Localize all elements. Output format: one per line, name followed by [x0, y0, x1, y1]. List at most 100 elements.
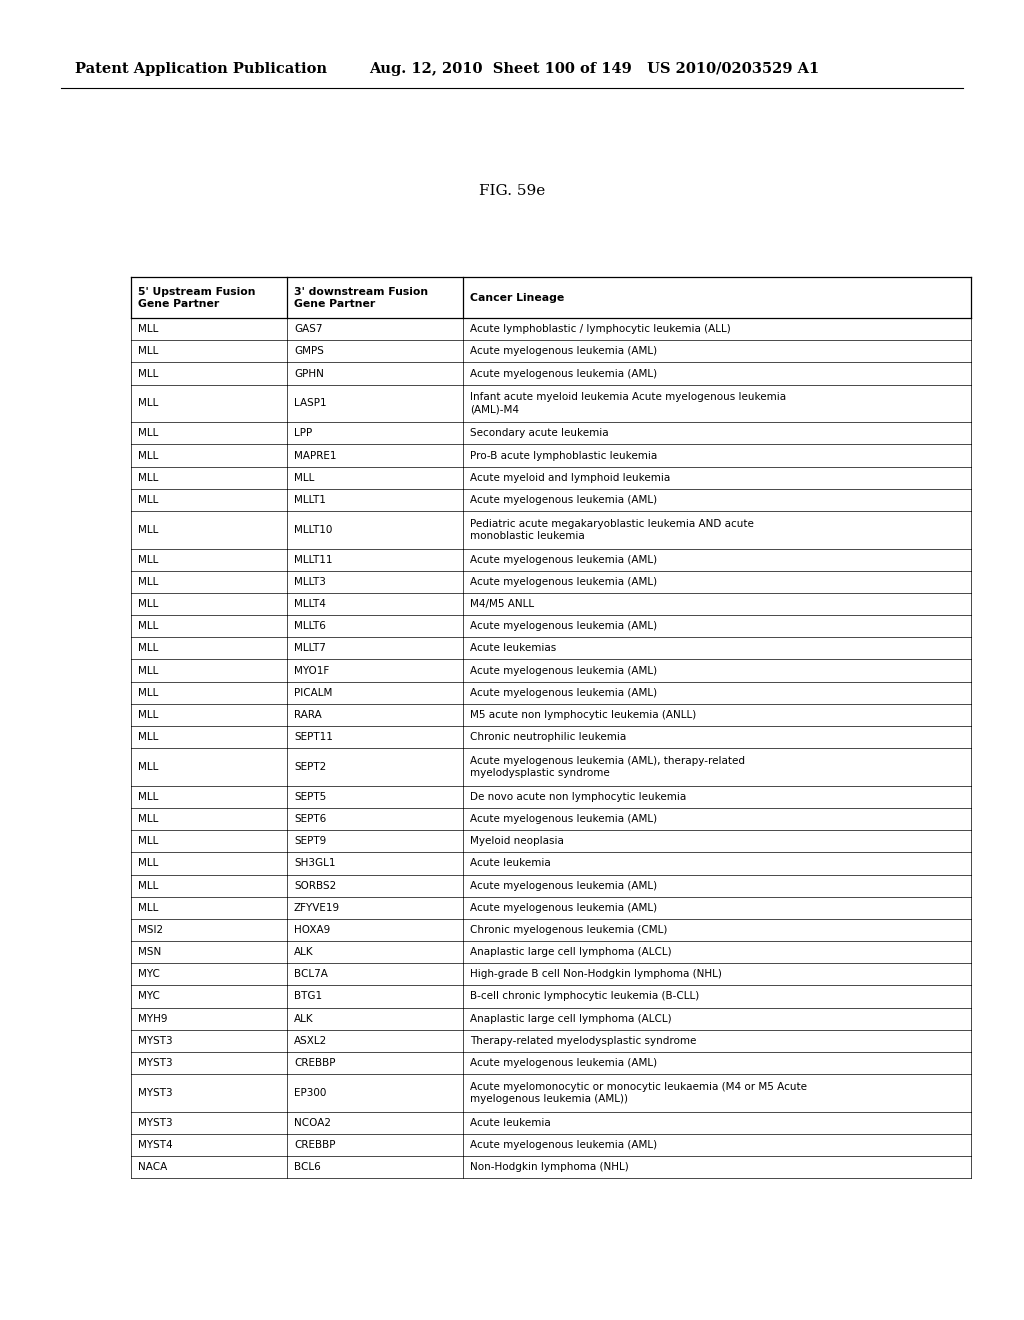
Text: MYO1F: MYO1F — [294, 665, 329, 676]
Text: NACA: NACA — [138, 1162, 168, 1172]
Text: MAPRE1: MAPRE1 — [294, 450, 337, 461]
Text: MLL: MLL — [138, 688, 159, 698]
Text: SEPT5: SEPT5 — [294, 792, 326, 801]
Text: MYC: MYC — [138, 969, 160, 979]
Text: Acute myelogenous leukemia (AML): Acute myelogenous leukemia (AML) — [470, 554, 657, 565]
Text: Myeloid neoplasia: Myeloid neoplasia — [470, 837, 564, 846]
Text: MLL: MLL — [138, 429, 159, 438]
Text: De novo acute non lymphocytic leukemia: De novo acute non lymphocytic leukemia — [470, 792, 686, 801]
Text: Pediatric acute megakaryoblastic leukemia AND acute
monoblastic leukemia: Pediatric acute megakaryoblastic leukemi… — [470, 519, 754, 541]
Text: MYH9: MYH9 — [138, 1014, 168, 1023]
Text: M5 acute non lymphocytic leukemia (ANLL): M5 acute non lymphocytic leukemia (ANLL) — [470, 710, 696, 719]
Text: Acute myelogenous leukemia (AML): Acute myelogenous leukemia (AML) — [470, 495, 657, 504]
Text: Acute myelogenous leukemia (AML): Acute myelogenous leukemia (AML) — [470, 688, 657, 698]
Text: SEPT2: SEPT2 — [294, 762, 326, 772]
Text: MLL: MLL — [138, 643, 159, 653]
Text: MLL: MLL — [138, 399, 159, 408]
Text: Acute myeloid and lymphoid leukemia: Acute myeloid and lymphoid leukemia — [470, 473, 671, 483]
Text: MLL: MLL — [138, 880, 159, 891]
Text: MLL: MLL — [138, 525, 159, 535]
Text: SH3GL1: SH3GL1 — [294, 858, 336, 869]
Text: MLL: MLL — [138, 554, 159, 565]
Text: 3' downstream Fusion
Gene Partner: 3' downstream Fusion Gene Partner — [294, 286, 428, 309]
Text: Acute myelogenous leukemia (AML): Acute myelogenous leukemia (AML) — [470, 622, 657, 631]
Text: MYST4: MYST4 — [138, 1140, 173, 1150]
Text: LPP: LPP — [294, 429, 312, 438]
Text: MLL: MLL — [138, 733, 159, 742]
Text: Infant acute myeloid leukemia Acute myelogenous leukemia
(AML)-M4: Infant acute myeloid leukemia Acute myel… — [470, 392, 786, 414]
Text: Aug. 12, 2010  Sheet 100 of 149   US 2010/0203529 A1: Aug. 12, 2010 Sheet 100 of 149 US 2010/0… — [369, 62, 819, 75]
Text: Acute leukemias: Acute leukemias — [470, 643, 556, 653]
Text: Acute myelogenous leukemia (AML): Acute myelogenous leukemia (AML) — [470, 903, 657, 912]
Text: MLLT11: MLLT11 — [294, 554, 333, 565]
Text: Secondary acute leukemia: Secondary acute leukemia — [470, 429, 608, 438]
Text: GMPS: GMPS — [294, 346, 324, 356]
Text: Acute myelogenous leukemia (AML), therapy-related
myelodysplastic syndrome: Acute myelogenous leukemia (AML), therap… — [470, 756, 745, 777]
Text: MLLT7: MLLT7 — [294, 643, 326, 653]
Text: Acute myelomonocytic or monocytic leukaemia (M4 or M5 Acute
myelogenous leukemia: Acute myelomonocytic or monocytic leukae… — [470, 1082, 807, 1104]
Text: BCL7A: BCL7A — [294, 969, 328, 979]
Text: MLL: MLL — [138, 858, 159, 869]
Text: MLL: MLL — [138, 710, 159, 719]
Text: LASP1: LASP1 — [294, 399, 327, 408]
Text: SEPT6: SEPT6 — [294, 814, 326, 824]
Text: NCOA2: NCOA2 — [294, 1118, 331, 1127]
Text: ALK: ALK — [294, 948, 313, 957]
Text: Acute lymphoblastic / lymphocytic leukemia (ALL): Acute lymphoblastic / lymphocytic leukem… — [470, 325, 731, 334]
Text: Patent Application Publication: Patent Application Publication — [75, 62, 327, 75]
Text: Acute leukemia: Acute leukemia — [470, 1118, 551, 1127]
Text: ALK: ALK — [294, 1014, 313, 1023]
Text: MLL: MLL — [138, 837, 159, 846]
Text: M4/M5 ANLL: M4/M5 ANLL — [470, 599, 535, 609]
Text: MYST3: MYST3 — [138, 1036, 173, 1045]
Text: MLLT10: MLLT10 — [294, 525, 332, 535]
Text: MLL: MLL — [138, 622, 159, 631]
Text: MLL: MLL — [138, 368, 159, 379]
Text: SEPT11: SEPT11 — [294, 733, 333, 742]
Text: MLL: MLL — [138, 495, 159, 504]
Text: Acute myelogenous leukemia (AML): Acute myelogenous leukemia (AML) — [470, 346, 657, 356]
Text: Cancer Lineage: Cancer Lineage — [470, 293, 564, 302]
Text: MLL: MLL — [138, 346, 159, 356]
Text: Chronic myelogenous leukemia (CML): Chronic myelogenous leukemia (CML) — [470, 925, 668, 935]
Text: MSN: MSN — [138, 948, 162, 957]
Text: MLLT3: MLLT3 — [294, 577, 326, 587]
Text: GAS7: GAS7 — [294, 325, 323, 334]
Text: HOXA9: HOXA9 — [294, 925, 330, 935]
Text: Acute leukemia: Acute leukemia — [470, 858, 551, 869]
Text: Acute myelogenous leukemia (AML): Acute myelogenous leukemia (AML) — [470, 1140, 657, 1150]
Text: RARA: RARA — [294, 710, 322, 719]
Text: ZFYVE19: ZFYVE19 — [294, 903, 340, 912]
Text: Chronic neutrophilic leukemia: Chronic neutrophilic leukemia — [470, 733, 627, 742]
Text: B-cell chronic lymphocytic leukemia (B-CLL): B-cell chronic lymphocytic leukemia (B-C… — [470, 991, 699, 1002]
Text: MLL: MLL — [138, 665, 159, 676]
Text: BTG1: BTG1 — [294, 991, 322, 1002]
Text: Acute myelogenous leukemia (AML): Acute myelogenous leukemia (AML) — [470, 368, 657, 379]
Text: MLL: MLL — [138, 792, 159, 801]
Text: MYST3: MYST3 — [138, 1118, 173, 1127]
Text: ASXL2: ASXL2 — [294, 1036, 327, 1045]
Text: Anaplastic large cell lymphoma (ALCL): Anaplastic large cell lymphoma (ALCL) — [470, 948, 672, 957]
Text: MLL: MLL — [138, 577, 159, 587]
Text: MLL: MLL — [138, 903, 159, 912]
Text: MLLT1: MLLT1 — [294, 495, 326, 504]
Text: Acute myelogenous leukemia (AML): Acute myelogenous leukemia (AML) — [470, 814, 657, 824]
Text: Acute myelogenous leukemia (AML): Acute myelogenous leukemia (AML) — [470, 880, 657, 891]
Text: CREBBP: CREBBP — [294, 1140, 336, 1150]
Text: MLLT4: MLLT4 — [294, 599, 326, 609]
Text: MLL: MLL — [138, 599, 159, 609]
Text: MSI2: MSI2 — [138, 925, 164, 935]
Text: MLL: MLL — [138, 814, 159, 824]
Text: MLL: MLL — [138, 762, 159, 772]
Text: MYC: MYC — [138, 991, 160, 1002]
Text: Acute myelogenous leukemia (AML): Acute myelogenous leukemia (AML) — [470, 1059, 657, 1068]
Text: CREBBP: CREBBP — [294, 1059, 336, 1068]
Text: MYST3: MYST3 — [138, 1088, 173, 1098]
Text: Anaplastic large cell lymphoma (ALCL): Anaplastic large cell lymphoma (ALCL) — [470, 1014, 672, 1023]
Text: GPHN: GPHN — [294, 368, 324, 379]
Text: PICALM: PICALM — [294, 688, 332, 698]
Text: Non-Hodgkin lymphoma (NHL): Non-Hodgkin lymphoma (NHL) — [470, 1162, 629, 1172]
Text: MLL: MLL — [294, 473, 314, 483]
Text: 5' Upstream Fusion
Gene Partner: 5' Upstream Fusion Gene Partner — [138, 286, 256, 309]
Text: Pro-B acute lymphoblastic leukemia: Pro-B acute lymphoblastic leukemia — [470, 450, 657, 461]
